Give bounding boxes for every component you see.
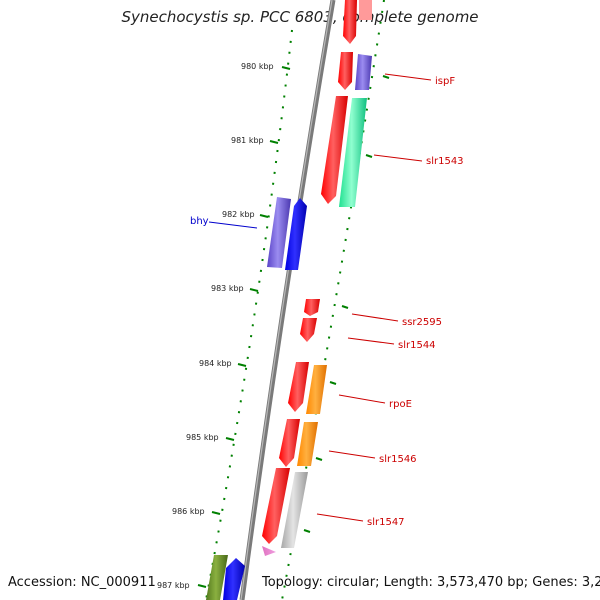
- topology-text: Topology: circular; Length: 3,573,470 bp…: [262, 575, 600, 590]
- gene-label-ssr2595[interactable]: ssr2595: [402, 317, 442, 328]
- gene-block-bottom-olive[interactable]: [206, 555, 228, 600]
- tick-label-982: 982 kbp: [222, 210, 255, 219]
- gene-label-ispF[interactable]: ispF: [435, 76, 455, 87]
- gene-block-slr1543[interactable]: [339, 98, 367, 207]
- tick-label-987: 987 kbp: [157, 581, 190, 590]
- gene-arrow-slr1544[interactable]: [300, 318, 317, 342]
- tick-label-983: 983 kbp: [211, 284, 244, 293]
- gene-block[interactable]: [359, 0, 372, 20]
- gene-label-rpoE[interactable]: rpoE: [389, 399, 412, 410]
- genome-backbone: [239, 0, 336, 600]
- gene-block-bhy[interactable]: [267, 197, 291, 268]
- gene-label-slr1546[interactable]: slr1546: [379, 454, 417, 465]
- gene-arrow[interactable]: [343, 0, 357, 44]
- gene-arrow-rpoE[interactable]: [288, 362, 309, 412]
- gene-small-pink[interactable]: [262, 546, 276, 556]
- tick-label-981: 981 kbp: [231, 136, 264, 145]
- gene-arrow-slr1546[interactable]: [279, 419, 300, 467]
- outer-tick-marks: [303, 75, 390, 533]
- gene-arrow-slr1543[interactable]: [321, 96, 348, 204]
- gene-arrow-bhy[interactable]: [285, 198, 307, 270]
- gene-arrow-ispF[interactable]: [338, 52, 353, 90]
- gene-label-slr1544[interactable]: slr1544: [398, 340, 436, 351]
- gene-arrow-slr1547[interactable]: [262, 468, 290, 544]
- gene-label-bhy[interactable]: bhy: [190, 216, 209, 227]
- accession-text: Accession: NC_000911: [8, 575, 156, 590]
- tick-label-984: 984 kbp: [199, 359, 232, 368]
- gene-block-slr1547[interactable]: [281, 472, 308, 548]
- gene-block-ispF[interactable]: [355, 54, 372, 90]
- label-leader-lines: [208, 73, 432, 522]
- gene-features: [206, 0, 372, 600]
- gene-arrow-ssr2595[interactable]: [304, 299, 320, 316]
- gene-block-rpoE[interactable]: [306, 365, 327, 414]
- inner-ruler-dots: [205, 29, 293, 600]
- tick-label-986: 986 kbp: [172, 507, 205, 516]
- map-title: Synechocystis sp. PCC 6803, complete gen…: [121, 8, 479, 26]
- gene-block-slr1546[interactable]: [297, 422, 318, 466]
- ruler-tick-marks: [197, 66, 291, 588]
- gene-arrow-bottom-blue[interactable]: [223, 558, 245, 600]
- genome-backbone-highlight: [240, 0, 333, 600]
- tick-label-985: 985 kbp: [186, 433, 219, 442]
- tick-label-980: 980 kbp: [241, 62, 274, 71]
- gene-label-slr1543[interactable]: slr1543: [426, 156, 464, 167]
- gene-label-slr1547[interactable]: slr1547: [367, 517, 405, 528]
